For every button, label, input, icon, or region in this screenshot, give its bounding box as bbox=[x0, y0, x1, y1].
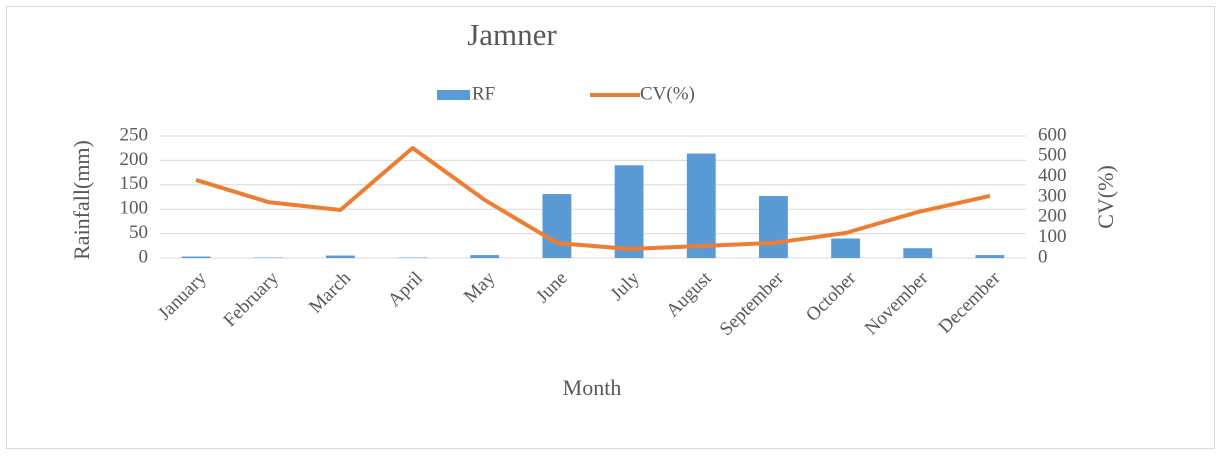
chart-frame bbox=[6, 6, 1215, 449]
y2-tick-label: 500 bbox=[1038, 145, 1067, 166]
y2-tick-label: 600 bbox=[1038, 124, 1067, 145]
y-axis-label: Rainfall(mm) bbox=[69, 140, 94, 260]
bar bbox=[975, 255, 1005, 258]
y2-tick-label: 400 bbox=[1038, 165, 1067, 186]
chart-title: Jamner bbox=[467, 17, 557, 52]
y2-axis-label: CV(%) bbox=[1093, 165, 1118, 229]
bar bbox=[325, 255, 355, 258]
bar bbox=[831, 238, 861, 258]
y2-tick-label: 300 bbox=[1038, 185, 1067, 206]
bar bbox=[903, 248, 933, 258]
legend-label: RF bbox=[472, 83, 495, 104]
bar bbox=[614, 165, 644, 258]
bar bbox=[470, 255, 500, 258]
y2-tick-label: 0 bbox=[1038, 246, 1048, 267]
y-tick-label: 250 bbox=[120, 124, 149, 145]
y-tick-label: 100 bbox=[120, 198, 149, 219]
y-tick-label: 50 bbox=[129, 222, 148, 243]
x-axis-label: Month bbox=[563, 375, 622, 400]
legend-swatch bbox=[437, 90, 470, 100]
y2-tick-label: 200 bbox=[1038, 206, 1067, 227]
y-tick-label: 150 bbox=[120, 173, 149, 194]
line bbox=[195, 145, 991, 252]
y-tick-label: 200 bbox=[120, 149, 149, 170]
bar bbox=[181, 256, 211, 258]
y-tick-label: 0 bbox=[139, 246, 149, 267]
y2-tick-label: 100 bbox=[1038, 226, 1067, 247]
bar bbox=[758, 196, 788, 258]
legend-label: CV(%) bbox=[640, 83, 695, 104]
bar bbox=[542, 194, 572, 258]
bar bbox=[686, 153, 716, 258]
